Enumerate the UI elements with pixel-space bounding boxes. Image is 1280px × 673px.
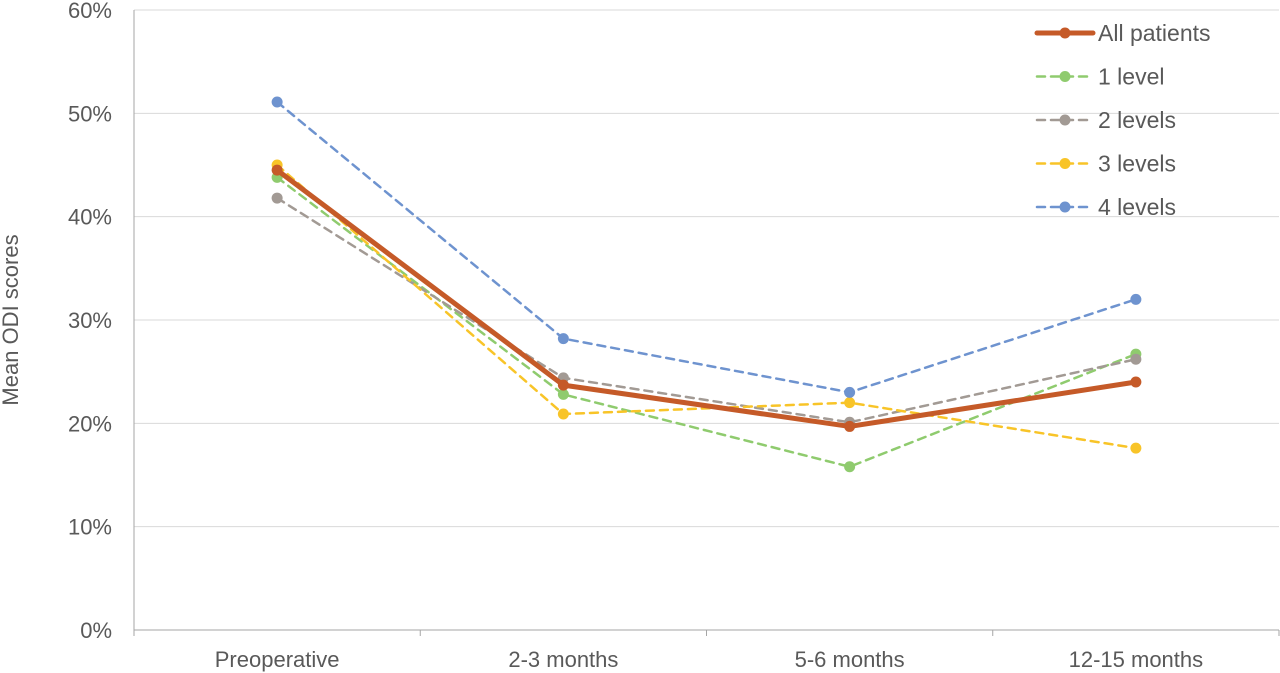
data-point — [844, 461, 856, 473]
legend-swatch-marker — [1059, 201, 1071, 213]
legend-label: All patients — [1098, 20, 1211, 46]
legend-entry: 1 level — [1035, 64, 1164, 90]
series-line — [274, 167, 1139, 429]
legend-entry: All patients — [1034, 20, 1211, 46]
legend: All patients 1 level 2 levels 3 levels 4 lev… — [1034, 20, 1211, 220]
series-line — [275, 196, 1138, 424]
series-all-patients — [271, 164, 1142, 432]
data-point — [844, 420, 856, 432]
y-tick-label: 20% — [68, 411, 112, 436]
data-point — [1130, 293, 1142, 305]
axes — [133, 10, 1280, 636]
y-tick-label: 30% — [68, 308, 112, 333]
legend-label: 1 level — [1098, 64, 1164, 90]
series-2-levels — [271, 192, 1142, 428]
x-tick-label: Preoperative — [215, 647, 340, 672]
y-tick-label: 50% — [68, 101, 112, 126]
data-point — [271, 192, 283, 204]
data-point — [271, 164, 283, 176]
data-point — [557, 388, 569, 400]
data-point — [271, 96, 283, 108]
legend-entry: 3 levels — [1035, 151, 1176, 177]
data-point — [844, 386, 856, 398]
series-lines — [271, 96, 1142, 473]
series-line — [275, 163, 1138, 450]
legend-label: 3 levels — [1098, 151, 1176, 177]
data-point — [1130, 353, 1142, 365]
x-axis-tick-labels: Preoperative 2-3 months 5-6 months 12-15 mo… — [215, 647, 1203, 672]
x-tick-label: 12-15 months — [1069, 647, 1204, 672]
y-tick-label: 60% — [68, 0, 112, 23]
y-axis-tick-labels: 0% 10% 20% 30% 40% 50% 60% — [68, 0, 112, 643]
legend-swatch-marker — [1059, 158, 1071, 169]
y-tick-label: 10% — [68, 515, 112, 540]
legend-swatch-marker — [1059, 27, 1071, 39]
legend-swatch-marker — [1059, 71, 1071, 82]
legend-label: 2 levels — [1098, 107, 1176, 133]
data-point — [1130, 442, 1142, 454]
y-axis-label: Mean ODI scores — [0, 234, 23, 405]
data-point — [557, 379, 569, 391]
legend-entry: 4 levels — [1035, 194, 1176, 220]
y-tick-label: 0% — [80, 618, 112, 643]
gridlines — [134, 9, 1279, 528]
data-point — [557, 408, 569, 420]
x-tick-label: 2-3 months — [508, 647, 618, 672]
x-tick-label: 5-6 months — [795, 647, 905, 672]
series-line — [275, 100, 1138, 394]
legend-label: 4 levels — [1098, 194, 1176, 220]
y-tick-label: 40% — [68, 205, 112, 230]
series-4-levels — [271, 96, 1142, 398]
data-point — [844, 397, 856, 409]
data-point — [1130, 376, 1142, 388]
data-point — [557, 333, 569, 345]
series-3-levels — [271, 159, 1142, 454]
series-line — [275, 176, 1138, 468]
legend-swatch-marker — [1059, 114, 1071, 126]
legend-entry: 2 levels — [1035, 107, 1176, 133]
